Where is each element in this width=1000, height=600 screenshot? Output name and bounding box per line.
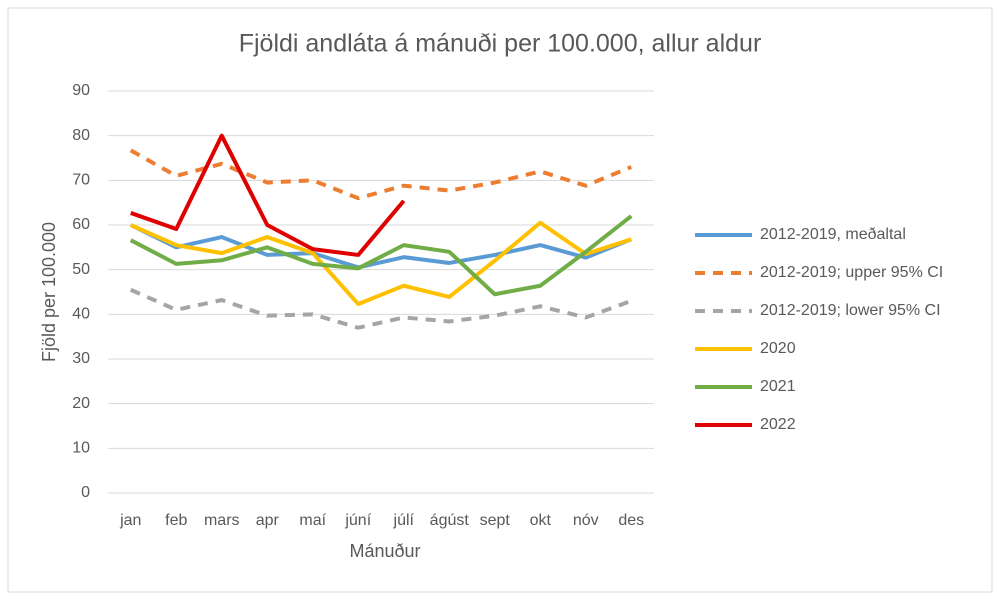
x-tick-label: apr [256, 512, 280, 529]
y-tick-label: 80 [72, 127, 90, 144]
x-axis-title: Mánuður [349, 541, 420, 561]
y-tick-label: 20 [72, 395, 90, 412]
legend-label: 2012-2019; lower 95% CI [760, 302, 941, 319]
legend-label: 2012-2019, meðaltal [760, 226, 906, 243]
y-tick-label: 40 [72, 306, 90, 323]
legend-label: 2012-2019; upper 95% CI [760, 264, 943, 281]
y-tick-label: 10 [72, 440, 90, 457]
y-tick-label: 50 [72, 261, 90, 278]
series-line [129, 214, 633, 297]
legend-label: 2020 [760, 340, 796, 357]
x-tick-label: sept [480, 512, 511, 529]
x-tick-label: nóv [573, 512, 599, 529]
y-axis-title: Fjöld per 100.000 [39, 222, 59, 362]
chart-title: Fjöldi andláta á mánuði per 100.000, all… [239, 30, 762, 58]
x-tick-label: des [618, 512, 644, 529]
chart-border [7, 7, 993, 593]
series-line [129, 287, 632, 330]
x-tick-label: júlí [393, 512, 415, 529]
y-tick-label: 70 [72, 172, 90, 189]
x-tick-label: okt [530, 512, 552, 529]
series-line [129, 220, 632, 307]
x-tick-label: júní [344, 512, 371, 529]
series-line [129, 223, 632, 270]
x-tick-label: jan [119, 512, 141, 529]
y-tick-label: 0 [81, 484, 90, 501]
x-tick-label: mars [204, 512, 240, 529]
x-tick-label: maí [299, 512, 326, 529]
series-line [130, 133, 406, 257]
x-tick-label: feb [165, 512, 187, 529]
y-tick-label: 60 [72, 216, 90, 233]
series-line [129, 148, 633, 201]
legend-label: 2022 [760, 416, 796, 433]
y-tick-label: 30 [72, 350, 90, 367]
legend-label: 2021 [760, 378, 796, 395]
x-tick-label: ágúst [430, 512, 470, 529]
y-tick-label: 90 [72, 82, 90, 99]
